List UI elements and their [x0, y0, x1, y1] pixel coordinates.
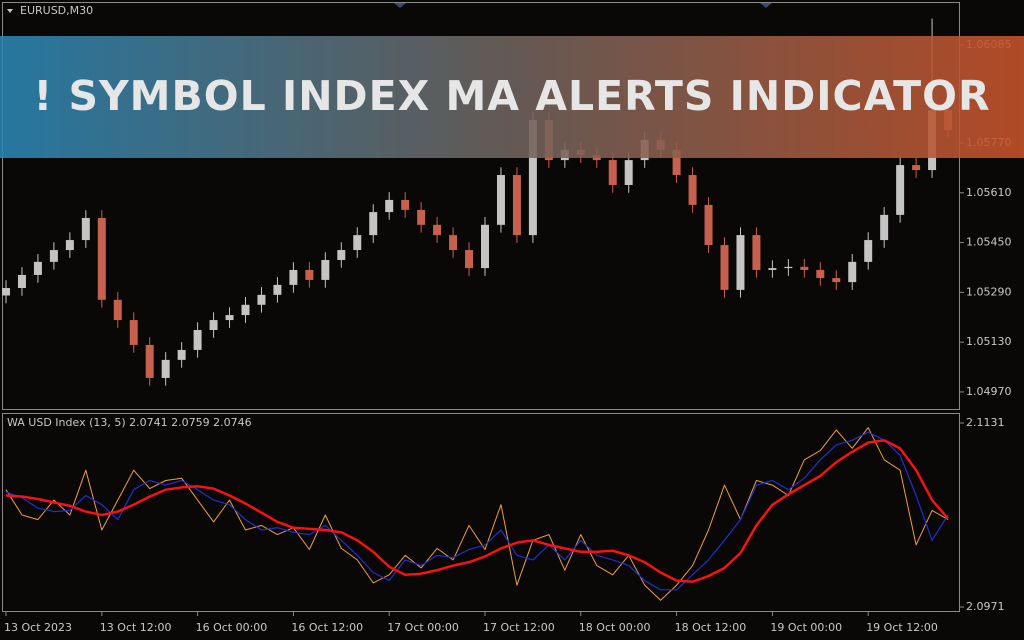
- candle-body: [736, 235, 745, 290]
- indicator-line: [5, 439, 949, 583]
- candle-body: [97, 217, 106, 300]
- y-tick-label: 1.04970: [966, 385, 1012, 398]
- candle-body: [161, 359, 170, 378]
- x-tick-label: 19 Oct 00:00: [770, 621, 842, 634]
- candle-body: [33, 261, 42, 275]
- banner: [0, 36, 1024, 158]
- x-tick-label: 17 Oct 00:00: [387, 621, 459, 634]
- candle-body: [2, 288, 10, 296]
- candle-body: [816, 269, 825, 279]
- candle-body: [129, 320, 138, 345]
- indicator-pane-frame: [2, 413, 960, 612]
- candle-body: [864, 240, 873, 262]
- candle-body: [17, 274, 26, 289]
- candle-body: [369, 212, 378, 236]
- x-tick-label: 16 Oct 12:00: [291, 621, 363, 634]
- y-tick-label: 2.0971: [966, 600, 1005, 613]
- candle-body: [305, 269, 314, 280]
- x-tick-label: 16 Oct 00:00: [196, 621, 268, 634]
- candle-body: [321, 259, 330, 280]
- indicator-title: WA USD Index (13, 5) 2.0741 2.0759 2.074…: [7, 416, 252, 429]
- x-tick-label: 17 Oct 12:00: [483, 621, 555, 634]
- scroll-marker: [760, 3, 772, 8]
- indicator-line: [5, 431, 949, 591]
- candle-body: [465, 250, 474, 269]
- candle-body: [848, 261, 857, 283]
- candle-body: [481, 224, 489, 269]
- y-tick-label: 1.05610: [966, 186, 1012, 199]
- candle-body: [209, 320, 218, 331]
- candle-body: [768, 268, 777, 270]
- marks: 13 Oct 2023 13 Oct 12:00 16 Oct 00:00 16 Oc…: [2, 18, 1012, 634]
- candle-body: [257, 294, 266, 305]
- price-pane-frame: [2, 2, 960, 410]
- candle-body: [385, 199, 394, 213]
- candle-body: [449, 235, 458, 251]
- candle-body: [880, 214, 889, 241]
- candle-body: [49, 250, 58, 262]
- x-tick-label: 13 Oct 12:00: [100, 621, 172, 634]
- candle-body: [81, 217, 90, 241]
- candle-body: [417, 209, 426, 225]
- candle-body: [193, 330, 202, 350]
- candle-body: [800, 266, 809, 270]
- candle-body: [337, 250, 346, 260]
- y-tick-label: 1.05290: [966, 285, 1012, 298]
- indicator-line: [5, 427, 949, 601]
- candle-body: [704, 204, 713, 246]
- candle-body: [177, 349, 186, 360]
- shift-marker: [394, 3, 406, 8]
- candle-body: [496, 175, 505, 225]
- candle-body: [784, 266, 793, 269]
- y-tick-label: 1.05130: [966, 335, 1012, 348]
- symbol-label: EURUSD,M30: [20, 4, 93, 17]
- x-tick-label: 19 Oct 12:00: [866, 621, 938, 634]
- candle-body: [273, 284, 282, 295]
- candle-body: [225, 315, 234, 321]
- candle-body: [241, 304, 250, 316]
- candle-body: [113, 299, 122, 321]
- candle-body: [752, 235, 761, 270]
- candle-body: [433, 224, 442, 236]
- candle-body: [289, 269, 298, 285]
- y-tick-label: 1.05450: [966, 236, 1012, 249]
- candle-body: [65, 240, 74, 251]
- candle-body: [912, 165, 921, 171]
- candle-body: [672, 149, 681, 176]
- candle-body: [353, 235, 362, 251]
- candle-body: [528, 119, 537, 236]
- candle-body: [832, 278, 841, 283]
- candle-body: [624, 160, 633, 185]
- candle-body: [608, 160, 617, 185]
- candle-body: [720, 245, 729, 290]
- candle-body: [896, 165, 905, 215]
- x-tick-label: 18 Oct 12:00: [675, 621, 747, 634]
- candle-body: [401, 199, 410, 210]
- banner-text: ! SYMBOL INDEX MA ALERTS INDICATOR: [33, 72, 990, 120]
- candle-body: [688, 175, 697, 205]
- y-tick-label: 2.1131: [966, 416, 1005, 429]
- x-tick-label: 13 Oct 2023: [4, 621, 72, 634]
- x-tick-label: 18 Oct 00:00: [579, 621, 651, 634]
- candle-body: [512, 175, 521, 236]
- candle-body: [145, 344, 154, 378]
- dropdown-arrow[interactable]: [7, 9, 13, 13]
